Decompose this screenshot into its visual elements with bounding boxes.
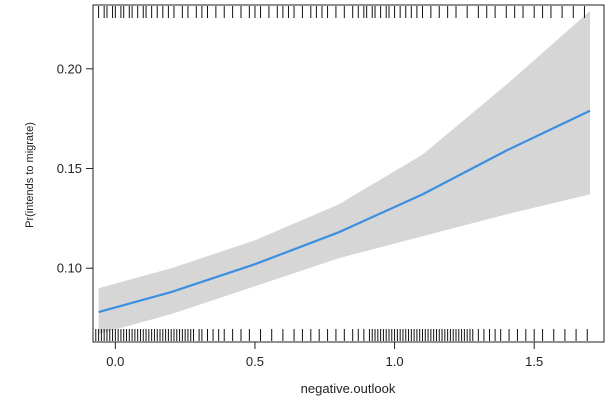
- confidence-band: [98, 11, 590, 334]
- y-axis-title: Pr(intends to migrate): [24, 122, 36, 228]
- x-tick-label: 1.0: [386, 354, 404, 369]
- y-tick-label: 0.15: [57, 161, 82, 176]
- plot-frame: [92, 4, 605, 343]
- y-tick-label: 0.20: [57, 61, 82, 76]
- x-tick-label: 0.0: [106, 354, 124, 369]
- x-tick-label: 0.5: [246, 354, 264, 369]
- x-tick-label: 1.5: [525, 354, 543, 369]
- fitted-line: [98, 109, 591, 314]
- y-tick-label: 0.10: [57, 261, 82, 276]
- x-axis-title: negative.outlook: [301, 381, 396, 396]
